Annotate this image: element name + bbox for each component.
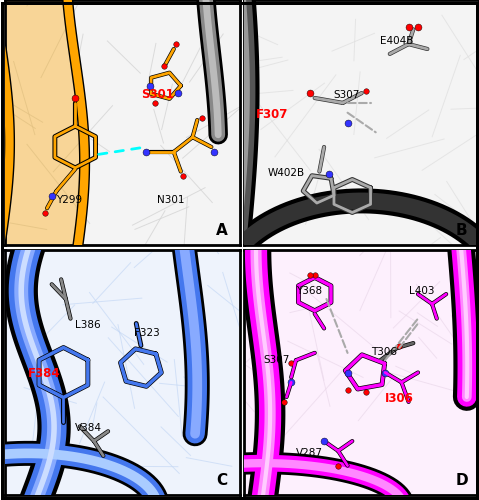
Text: B: B [456, 223, 467, 238]
Text: V384: V384 [75, 424, 102, 434]
Text: N301: N301 [157, 196, 185, 205]
Polygon shape [0, 0, 85, 245]
Text: V287: V287 [296, 448, 323, 458]
Text: A: A [216, 223, 228, 238]
Text: S301: S301 [141, 88, 174, 101]
Text: W402B: W402B [268, 168, 305, 178]
Text: F307: F307 [256, 108, 288, 120]
Text: Y299: Y299 [57, 196, 82, 205]
Text: F384: F384 [28, 368, 61, 380]
Text: Y368: Y368 [296, 286, 322, 296]
Text: L403: L403 [409, 286, 434, 296]
Text: L386: L386 [75, 320, 101, 330]
Text: C: C [216, 473, 227, 488]
Text: E404B: E404B [380, 36, 414, 46]
Text: F323: F323 [134, 328, 160, 338]
Text: T306: T306 [371, 348, 397, 358]
Text: S307: S307 [263, 354, 289, 364]
Text: D: D [456, 473, 468, 488]
Text: I306: I306 [385, 392, 414, 405]
Text: S307: S307 [333, 90, 360, 100]
